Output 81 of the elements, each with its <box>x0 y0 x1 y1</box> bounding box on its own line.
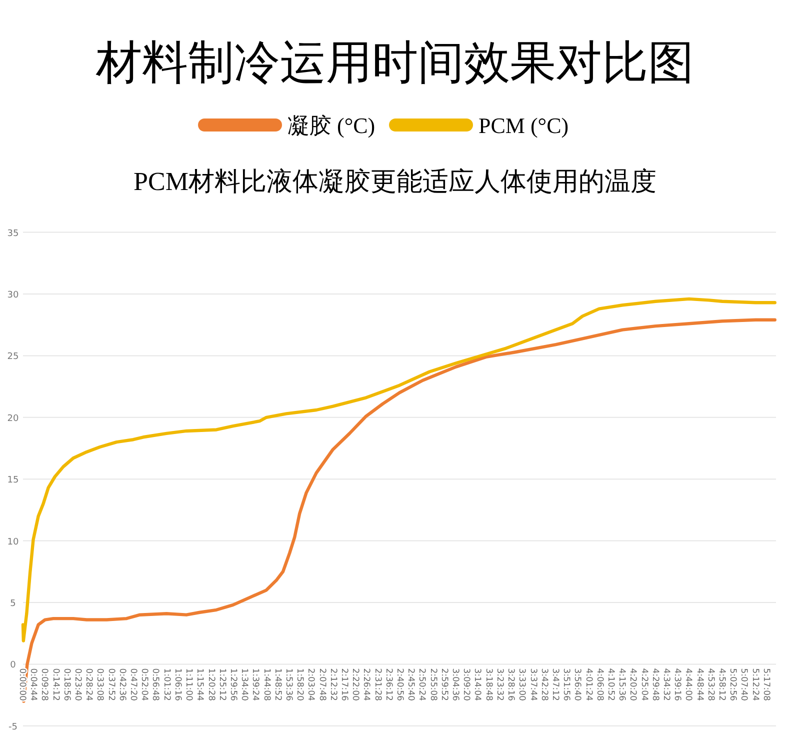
y-tick-label: 25 <box>7 352 19 362</box>
x-tick-label: 3:23:32 <box>494 668 504 701</box>
x-tick-label: 0:33:08 <box>94 668 105 701</box>
x-tick-label: 5:07:40 <box>738 668 749 701</box>
x-tick-label: 4:10:52 <box>605 668 616 701</box>
x-tick-label: 1:48:52 <box>272 668 282 701</box>
x-tick-label: 4:39:16 <box>672 668 682 701</box>
x-tick-label: 0:09:28 <box>39 668 50 701</box>
x-tick-label: 3:47:12 <box>550 668 560 701</box>
x-tick-label: 3:28:16 <box>506 668 516 701</box>
x-tick-label: 4:25:04 <box>638 668 649 701</box>
x-tick-label: 3:18:48 <box>483 668 494 701</box>
x-tick-label: 3:51:56 <box>561 668 572 701</box>
x-tick-label: 2:55:08 <box>428 668 438 701</box>
x-tick-label: 0:14:12 <box>50 668 60 701</box>
x-tick-label: 2:45:40 <box>406 668 416 701</box>
x-tick-label: 0:37:52 <box>106 668 116 701</box>
x-tick-label: 4:44:00 <box>683 668 694 701</box>
y-tick-label: 20 <box>7 414 19 424</box>
x-tick-label: 1:29:56 <box>228 668 238 701</box>
x-tick-label: 1:58:20 <box>294 668 305 701</box>
y-tick-label: 35 <box>7 228 19 239</box>
x-tick-label: 0:23:40 <box>72 668 83 701</box>
x-tick-label: 4:06:08 <box>594 668 604 701</box>
x-tick-label: 3:04:36 <box>450 668 460 701</box>
x-tick-label: 2:40:56 <box>394 668 405 701</box>
x-tick-label: 0:28:24 <box>84 668 94 701</box>
x-tick-label: 5:17:08 <box>760 668 771 701</box>
x-tick-label: 2:12:32 <box>328 668 338 701</box>
chart-subtitle: PCM材料比液体凝胶更能适应人体使用的温度 <box>134 167 656 196</box>
x-tick-label: 2:26:44 <box>361 668 372 701</box>
x-tick-label: 2:59:52 <box>438 668 449 701</box>
legend-label: 凝胶 (°C) <box>288 113 376 138</box>
x-tick-label: 1:15:44 <box>194 668 205 701</box>
x-tick-label: 4:29:48 <box>650 668 660 701</box>
x-tick-label: 3:14:04 <box>472 668 482 701</box>
x-tick-label: 4:15:36 <box>616 668 627 701</box>
x-tick-label: 2:31:28 <box>372 668 382 701</box>
x-tick-label: 3:56:40 <box>572 668 582 701</box>
x-tick-label: 0:56:48 <box>150 668 160 701</box>
x-tick-label: 4:48:44 <box>694 668 704 701</box>
x-tick-label: 3:42:28 <box>538 668 549 701</box>
y-tick-label: -5 <box>8 722 18 732</box>
y-tick-label: 5 <box>10 599 16 609</box>
x-tick-label: 4:20:20 <box>628 668 638 701</box>
x-tick-label: 4:53:28 <box>705 668 716 701</box>
x-tick-label: 1:34:40 <box>239 668 250 701</box>
x-tick-label: 0:18:56 <box>61 668 72 701</box>
y-tick-label: 10 <box>7 537 19 548</box>
x-tick-label: 1:25:12 <box>216 668 227 701</box>
x-tick-label: 4:34:32 <box>661 668 672 701</box>
x-tick-label: 0:42:36 <box>116 668 127 701</box>
x-tick-label: 5:02:56 <box>728 668 738 701</box>
x-tick-label: 2:50:24 <box>416 668 427 701</box>
x-tick-label: 2:36:12 <box>383 668 394 701</box>
x-tick-label: 1:11:00 <box>184 668 194 701</box>
x-tick-label: 3:09:20 <box>461 668 472 701</box>
y-tick-label: 30 <box>7 290 19 300</box>
y-tick-label: 15 <box>7 476 19 486</box>
x-tick-label: 2:17:16 <box>339 668 350 701</box>
x-tick-label: 3:37:44 <box>528 668 538 701</box>
x-tick-label: 1:44:08 <box>261 668 272 701</box>
x-tick-label: 1:06:16 <box>172 668 182 701</box>
x-tick-label: 4:01:24 <box>583 668 594 701</box>
x-tick-label: 0:47:20 <box>128 668 138 701</box>
x-tick-label: 2:22:00 <box>350 668 360 701</box>
x-tick-label: 1:53:36 <box>283 668 294 701</box>
x-tick-label: 0:52:04 <box>139 668 150 701</box>
x-tick-label: 5:12:24 <box>750 668 760 701</box>
x-tick-label: 1:01:32 <box>161 668 172 701</box>
x-tick-label: 4:58:12 <box>716 668 727 701</box>
x-tick-label: 2:03:04 <box>306 668 316 701</box>
y-tick-label: 0 <box>10 660 16 671</box>
chart-title: 材料制冷运用时间效果对比图 <box>95 35 694 89</box>
x-tick-label: 3:33:00 <box>516 668 527 701</box>
x-tick-label: 1:20:28 <box>206 668 216 701</box>
x-tick-label: 0:04:44 <box>28 668 38 701</box>
x-tick-label: 0:00:00 <box>17 668 27 701</box>
x-tick-label: 2:07:48 <box>316 668 327 701</box>
x-tick-label: 1:39:24 <box>250 668 260 701</box>
legend-label: PCM (°C) <box>478 113 569 138</box>
